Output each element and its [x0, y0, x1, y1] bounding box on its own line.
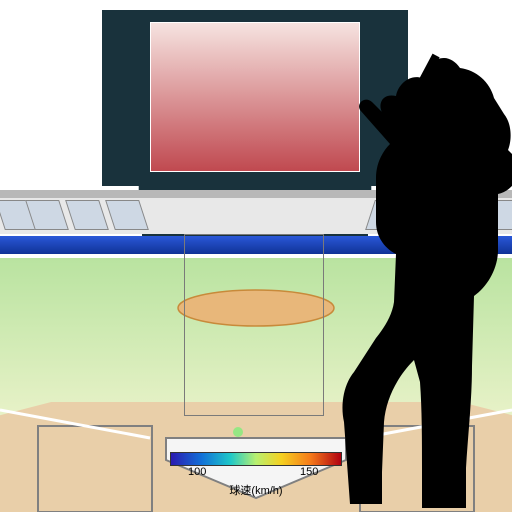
legend-tick: 150 — [300, 466, 318, 478]
legend-gradient-bar — [170, 452, 342, 466]
legend-ticks: 100 150 — [170, 466, 342, 482]
pitch-marker — [233, 427, 243, 437]
legend-label: 球速(km/h) — [170, 482, 342, 498]
legend-tick: 100 — [188, 466, 206, 478]
batter-silhouette — [326, 52, 512, 512]
speed-legend: 100 150 球速(km/h) — [170, 452, 342, 498]
